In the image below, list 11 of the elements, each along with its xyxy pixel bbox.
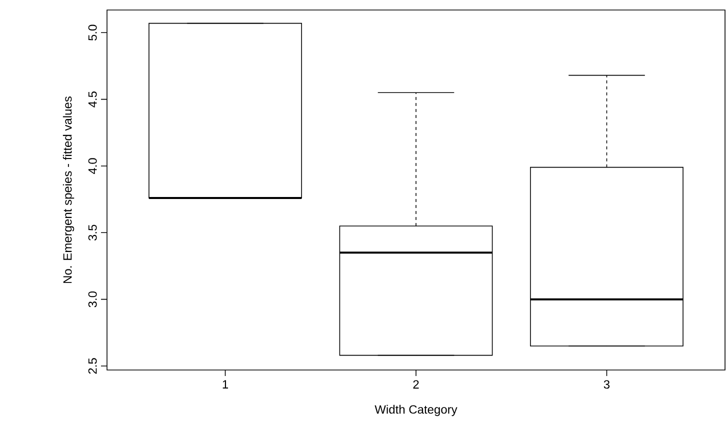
y-tick-label: 3.0	[88, 291, 97, 308]
y-tick-label: 5.0	[88, 24, 97, 41]
x-tick-label: 3	[604, 380, 610, 389]
y-axis-title: No. Emergent speies - fitted values	[62, 96, 74, 283]
y-tick-label: 2.5	[88, 358, 97, 374]
x-tick-label: 1	[222, 380, 228, 388]
y-tick-label: 3.5	[88, 224, 97, 241]
x-tick-label: 2	[413, 380, 419, 389]
y-tick-label: 4.0	[88, 158, 97, 174]
x-axis-title: Width Category	[374, 404, 458, 416]
y-tick-label: 4.5	[88, 91, 97, 108]
